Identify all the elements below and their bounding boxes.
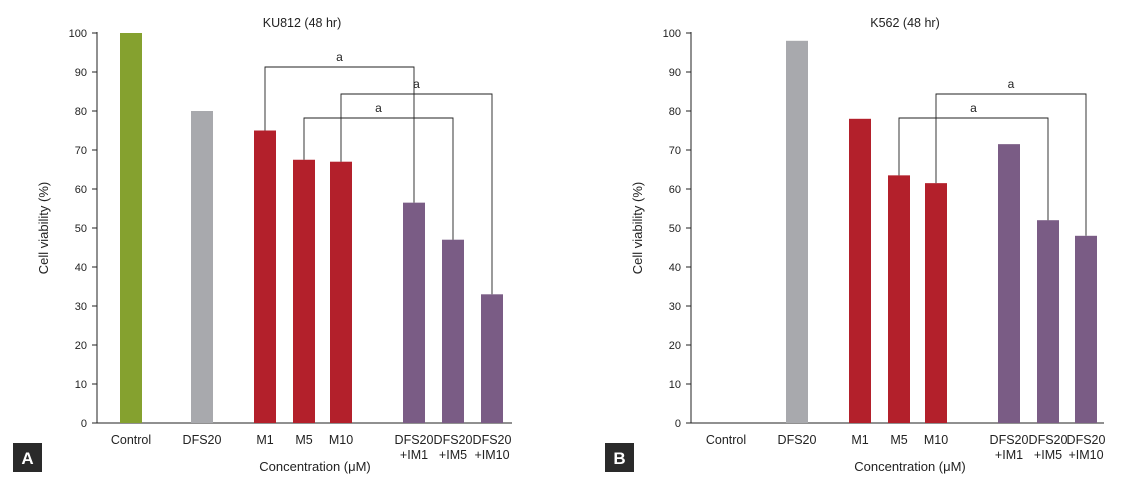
significance-label: a xyxy=(336,50,343,64)
panel-a: 0 10 20 30 40 50 60 70 80 90 100 Control DFS20 M1 M5 M1… xyxy=(13,16,512,474)
y-tick-label: 50 xyxy=(669,223,681,235)
y-tick-label: 50 xyxy=(75,223,87,235)
x-tick-label: DFS20 xyxy=(990,433,1029,447)
y-tick-label: 20 xyxy=(75,340,87,352)
x-axis-label: Concentration (μM) xyxy=(259,459,371,474)
bar xyxy=(849,118,871,424)
panel-letter: B xyxy=(613,449,625,468)
bar xyxy=(403,202,425,423)
y-tick-label: 90 xyxy=(75,67,87,79)
x-tick-label-line2: +IM10 xyxy=(1068,448,1103,462)
y-tick-label: 10 xyxy=(669,379,681,391)
x-tick-label: DFS20 xyxy=(1029,433,1068,447)
x-tick-label-line2: +IM1 xyxy=(400,448,428,462)
significance-bracket xyxy=(935,93,1087,236)
bar xyxy=(120,33,142,423)
bar xyxy=(888,175,910,423)
significance-bracket xyxy=(264,66,415,203)
y-axis-label: Cell viability (%) xyxy=(36,182,51,274)
significance-bracket xyxy=(303,117,454,240)
x-tick-label: DFS20 xyxy=(434,433,473,447)
bar xyxy=(786,40,808,424)
x-tick-label: DFS20 xyxy=(395,433,434,447)
bar xyxy=(1075,235,1097,423)
significance-bracket xyxy=(898,117,1049,221)
y-tick-label: 100 xyxy=(69,28,87,40)
y-tick-label: 30 xyxy=(75,301,87,313)
y-tick-label: 60 xyxy=(75,184,87,196)
bar xyxy=(191,111,213,423)
y-tick-label: 80 xyxy=(669,106,681,118)
panel-badge xyxy=(605,443,634,472)
bar xyxy=(481,294,503,423)
panel-letter: A xyxy=(21,449,33,468)
y-axis-label: Cell viability (%) xyxy=(630,182,645,274)
significance-label: a xyxy=(413,77,420,91)
significance-bracket xyxy=(340,93,493,295)
x-tick-label: DFS20 xyxy=(183,433,222,447)
bar xyxy=(925,183,947,423)
x-tick-label-line2: +IM5 xyxy=(439,448,467,462)
x-tick-label: M10 xyxy=(329,433,353,447)
bar xyxy=(254,130,276,423)
x-tick-label: DFS20 xyxy=(473,433,512,447)
y-tick-label: 90 xyxy=(669,67,681,79)
x-tick-label-line2: +IM10 xyxy=(474,448,509,462)
x-tick-label: DFS20 xyxy=(778,433,817,447)
significance-label: a xyxy=(970,101,977,115)
y-tick-label: 70 xyxy=(75,145,87,157)
chart-title: KU812 (48 hr) xyxy=(263,16,342,30)
significance-label: a xyxy=(1008,77,1015,91)
y-tick-label: 10 xyxy=(75,379,87,391)
significance-label: a xyxy=(375,101,382,115)
y-tick-label: 80 xyxy=(75,106,87,118)
x-tick-label: M5 xyxy=(295,433,312,447)
x-axis-label: Concentration (μM) xyxy=(854,459,966,474)
y-tick-label: 30 xyxy=(669,301,681,313)
panel-badge xyxy=(13,443,42,472)
bar xyxy=(442,239,464,423)
y-tick-label: 60 xyxy=(669,184,681,196)
x-tick-label: DFS20 xyxy=(1067,433,1106,447)
x-tick-label: M1 xyxy=(256,433,273,447)
x-tick-label: M10 xyxy=(924,433,948,447)
y-tick-label: 100 xyxy=(663,28,681,40)
y-tick-label: 20 xyxy=(669,340,681,352)
y-tick-label: 0 xyxy=(675,418,681,430)
x-tick-label-line2: +IM1 xyxy=(995,448,1023,462)
y-tick-label: 0 xyxy=(81,418,87,430)
panel-b: 0 10 20 30 40 50 60 70 80 90 100 Control DFS20 M1 M5 M1… xyxy=(605,16,1105,474)
chart-title: K562 (48 hr) xyxy=(870,16,939,30)
y-tick-label: 40 xyxy=(75,262,87,274)
bar xyxy=(293,159,315,423)
x-tick-label: Control xyxy=(706,433,746,447)
x-tick-label-line2: +IM5 xyxy=(1034,448,1062,462)
y-tick-label: 40 xyxy=(669,262,681,274)
x-tick-label: M1 xyxy=(851,433,868,447)
bar xyxy=(998,144,1020,423)
y-tick-label: 70 xyxy=(669,145,681,157)
x-tick-label: M5 xyxy=(890,433,907,447)
x-tick-label: Control xyxy=(111,433,151,447)
bar xyxy=(1037,220,1059,423)
bar xyxy=(330,161,352,423)
